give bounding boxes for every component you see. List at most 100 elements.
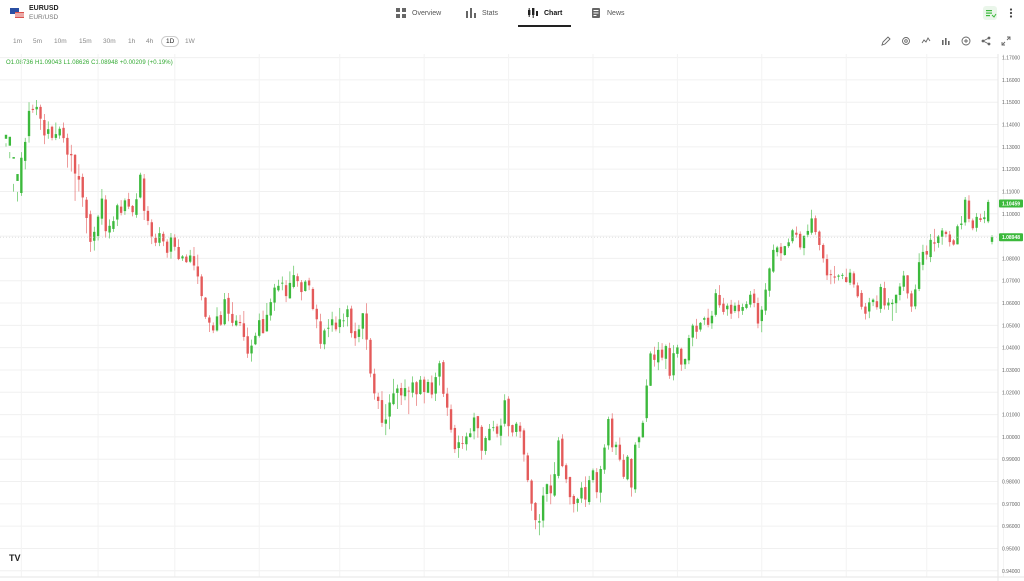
candle-body <box>683 359 687 365</box>
timeframe-1m[interactable]: 1m <box>13 38 23 45</box>
candle-body <box>127 199 130 207</box>
indicators-icon[interactable] <box>921 36 931 46</box>
candle-body <box>653 354 656 360</box>
candle-body <box>914 289 917 307</box>
list-add-icon <box>986 10 997 18</box>
candle-body <box>219 315 223 325</box>
candle-body <box>465 436 468 445</box>
ohlc-open: O1.08736 <box>6 60 34 66</box>
candle-body <box>576 498 579 503</box>
candle-body <box>39 106 42 119</box>
candle-body <box>825 259 829 276</box>
candle-body <box>541 495 545 521</box>
candle-body <box>422 379 426 393</box>
price-chart[interactable]: 1.17000 1.16000 1.15000 1.14000 1.13000 1.120… <box>0 54 1024 581</box>
candle-body <box>960 223 963 225</box>
fullscreen-icon[interactable] <box>1001 36 1011 46</box>
candle-body <box>979 218 982 221</box>
candle-body <box>31 108 35 111</box>
timeframe-5m[interactable]: 5m <box>33 38 43 45</box>
tab-chart[interactable]: Chart <box>528 8 562 18</box>
timeframe-1w[interactable]: 1W <box>185 38 195 45</box>
candlestick-icon <box>528 8 538 18</box>
candle-body <box>250 345 253 354</box>
candle-body <box>768 268 771 291</box>
timeframe-1d[interactable]: 1D <box>161 36 180 47</box>
candle-body <box>457 442 460 449</box>
candle-body <box>887 302 890 306</box>
candle-body <box>196 266 200 277</box>
candle-body <box>986 201 990 222</box>
watchlist-button[interactable] <box>983 6 997 20</box>
tab-news[interactable]: News <box>591 8 625 18</box>
candle-body <box>376 396 380 401</box>
candle-body <box>319 321 322 344</box>
candle-body <box>93 231 96 241</box>
candle-body <box>208 317 211 323</box>
timeframe-4h[interactable]: 4h <box>146 38 154 45</box>
candle-body <box>96 216 100 237</box>
y-tick-label: 0.94000 <box>1002 569 1020 575</box>
candle-body <box>261 319 265 334</box>
price-label-box <box>999 199 1023 208</box>
settings-icon[interactable] <box>901 36 911 46</box>
candle-body <box>587 480 591 503</box>
tab-overview[interactable]: Overview <box>396 8 441 18</box>
candle-body <box>641 422 645 438</box>
ohlc-readout: O1.08736 H1.09043 L1.08626 C1.08948 +0.0… <box>6 60 173 66</box>
candle-body <box>484 437 487 451</box>
candle-body <box>891 302 894 305</box>
candle-body <box>446 393 449 408</box>
candle-body <box>630 458 633 488</box>
candle-body <box>534 502 537 521</box>
candle-body <box>20 157 23 194</box>
candle-body <box>62 127 65 139</box>
candle-body <box>407 390 411 392</box>
candle-body <box>599 469 602 493</box>
timeframe-30m[interactable]: 30m <box>103 38 116 45</box>
candle-body <box>123 200 127 212</box>
candle-body <box>818 231 821 245</box>
timeframe-1h[interactable]: 1h <box>128 38 136 45</box>
candle-body <box>139 174 142 198</box>
tab-stats[interactable]: Stats <box>466 8 498 18</box>
candle-body <box>35 106 38 110</box>
candle-body <box>396 388 399 393</box>
candle-body <box>211 325 215 331</box>
y-tick-label: 0.95000 <box>1002 546 1020 552</box>
candle-body <box>645 385 648 419</box>
candle-body <box>557 440 560 476</box>
y-tick-label: 1.15000 <box>1002 100 1020 106</box>
share-icon[interactable] <box>981 36 991 46</box>
ohlc-low: L1.08626 <box>63 60 90 66</box>
candle-body <box>802 236 806 249</box>
candle-body <box>388 402 391 417</box>
add-icon[interactable] <box>961 36 971 46</box>
timeframe-10m[interactable]: 10m <box>54 38 67 45</box>
candle-body <box>403 388 407 397</box>
compare-icon[interactable] <box>941 36 951 46</box>
candle-body <box>814 218 817 233</box>
top-bar: EURUSD EUR/USD Overview Stats Chart News <box>0 0 1024 28</box>
candle-body <box>181 256 184 259</box>
timeframe-bar: 1m 5m 10m 15m 30m 1h 4h 1D 1W <box>0 35 1024 49</box>
y-tick-label: 1.16000 <box>1002 78 1020 84</box>
candle-body <box>591 470 595 480</box>
y-tick-label: 1.11000 <box>1002 189 1020 195</box>
more-options-button[interactable] <box>1004 6 1018 20</box>
pencil-icon[interactable] <box>881 36 891 46</box>
candle-body <box>392 393 395 405</box>
candle-body <box>342 320 345 322</box>
candle-body <box>634 444 637 490</box>
candle-body <box>281 282 284 284</box>
candle-body <box>461 443 464 444</box>
candle-body <box>963 199 967 223</box>
candle-body <box>622 459 625 477</box>
timeframe-15m[interactable]: 15m <box>79 38 92 45</box>
candle-body <box>73 154 77 174</box>
candle-body <box>530 480 533 504</box>
candle-body <box>687 338 691 361</box>
candle-body <box>726 305 729 310</box>
candle-body <box>112 221 115 229</box>
candle-body <box>841 274 844 276</box>
